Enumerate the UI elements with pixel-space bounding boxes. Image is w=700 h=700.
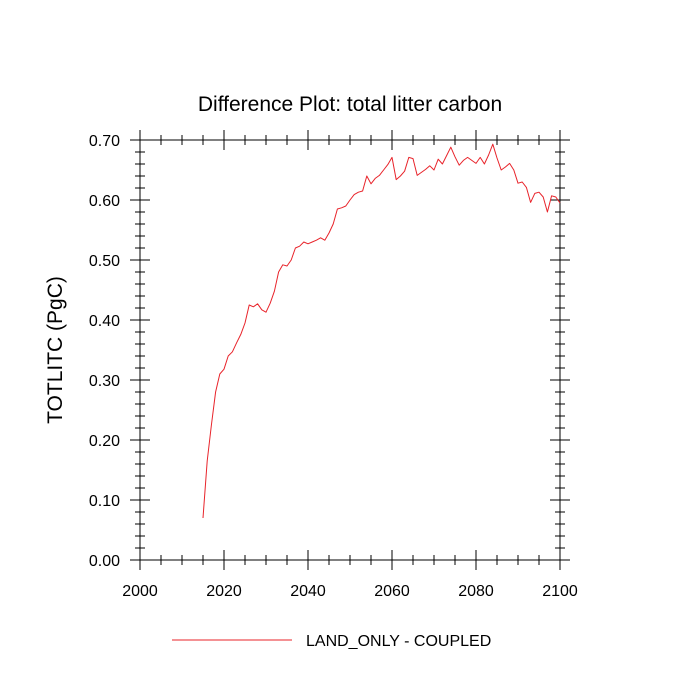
y-tick-label: 0.10 (89, 493, 120, 510)
x-tick-label: 2000 (122, 583, 158, 600)
y-axis-title: TOTLITC (PgC) (44, 276, 67, 424)
y-tick-label: 0.70 (89, 133, 120, 150)
legend-label: LAND_ONLY - COUPLED (306, 633, 491, 650)
y-tick-label: 0.20 (89, 433, 120, 450)
x-tick-label: 2020 (206, 583, 242, 600)
x-tick-label: 2080 (458, 583, 494, 600)
plot-frame (139, 139, 561, 561)
y-tick-label: 0.00 (89, 553, 120, 570)
x-tick-label: 2100 (542, 583, 578, 600)
chart-title: Difference Plot: total litter carbon (198, 93, 502, 116)
plot-axes: 2000 2020 2040 2060 2080 2100 0.00 0.10 0.20 0.30… (89, 130, 578, 600)
y-tick-label: 0.50 (89, 253, 120, 270)
y-tick-label: 0.40 (89, 313, 120, 330)
x-tick-label: 2040 (290, 583, 326, 600)
y-tick-label: 0.30 (89, 373, 120, 390)
x-tick-label: 2060 (374, 583, 410, 600)
legend: LAND_ONLY - COUPLED (172, 633, 491, 650)
series-line-0 (202, 143, 561, 519)
series-group (202, 143, 561, 519)
y-tick-label: 0.60 (89, 193, 120, 210)
